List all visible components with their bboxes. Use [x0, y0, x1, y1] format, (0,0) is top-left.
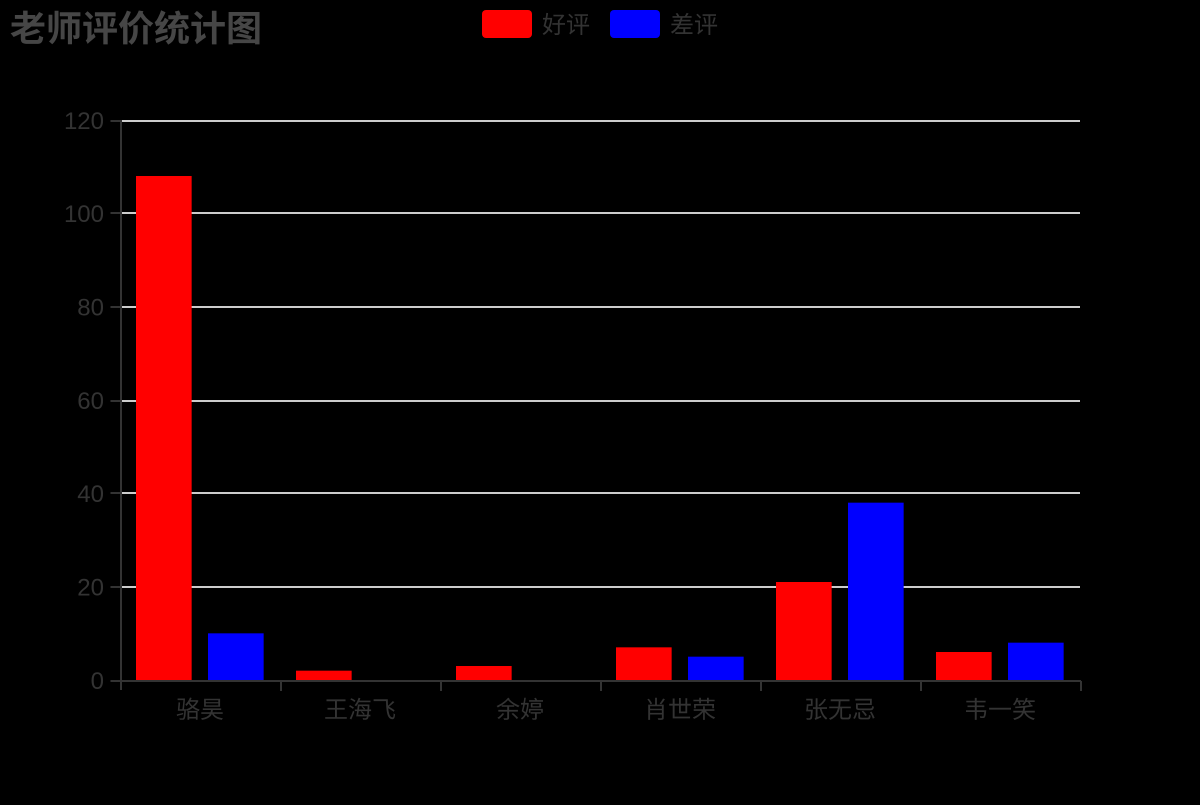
svg-text:80: 80	[77, 295, 104, 322]
svg-text:100: 100	[64, 201, 104, 228]
svg-text:60: 60	[77, 388, 104, 415]
svg-text:0: 0	[91, 668, 104, 695]
svg-text:40: 40	[77, 481, 104, 508]
svg-text:20: 20	[77, 575, 104, 602]
svg-text:120: 120	[64, 108, 104, 135]
